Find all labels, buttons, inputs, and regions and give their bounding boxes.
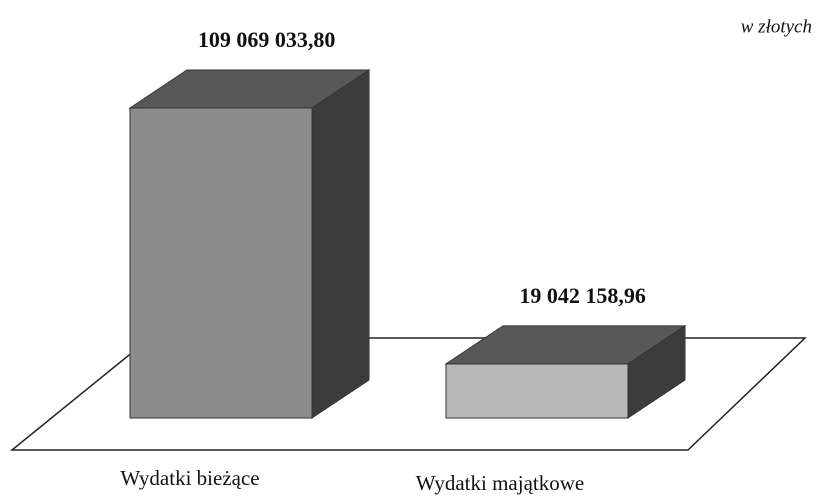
value-label: 109 069 033,80	[198, 27, 336, 52]
bar-front	[445, 363, 629, 419]
bar-front	[129, 107, 313, 419]
category-label: Wydatki bieżące	[120, 466, 259, 490]
bar-side	[311, 69, 370, 419]
bar	[444, 324, 687, 419]
value-label: 19 042 158,96	[519, 283, 646, 308]
unit-note: w złotych	[741, 16, 812, 37]
bar	[128, 69, 371, 419]
bar-side	[627, 324, 686, 419]
category-label: Wydatki majątkowe	[416, 471, 584, 495]
